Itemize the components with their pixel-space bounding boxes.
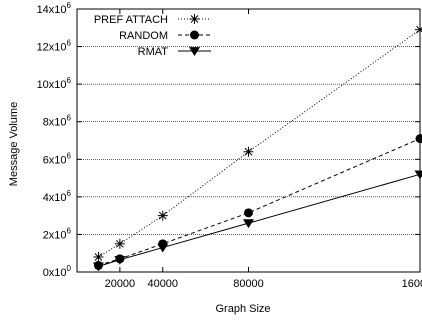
- data-point-pref-attach: [415, 24, 422, 35]
- data-point-rmat: [114, 255, 126, 265]
- y-axis-label: Message Volume: [8, 102, 20, 186]
- y-tick-label: 10x106: [37, 76, 72, 91]
- series-line-rmat: [98, 173, 421, 267]
- x-tick-label: 160000: [402, 278, 422, 290]
- data-point-pref-attach: [243, 146, 254, 157]
- y-tick-label: 14x106: [37, 1, 72, 16]
- legend-label-pref-attach: PREF ATTACH: [94, 14, 168, 26]
- plot-border: [76, 8, 421, 273]
- y-tick-label: 4x106: [43, 189, 72, 204]
- data-point-rmat: [157, 243, 169, 253]
- y-tick-label: 8x106: [43, 114, 72, 129]
- data-point-rmat: [92, 262, 104, 272]
- series-line-random: [98, 138, 421, 266]
- data-point-random: [244, 208, 253, 218]
- data-point-rmat: [414, 170, 422, 180]
- legend-marker-rmat: [189, 47, 200, 56]
- legend-marker-pref-attach: [189, 14, 200, 24]
- x-tick-label: 20000: [105, 278, 136, 290]
- legend: PREF ATTACH RANDOM RMAT: [94, 14, 211, 58]
- plot-frame: [76, 8, 421, 273]
- y-tick-label: 2x106: [43, 226, 72, 241]
- x-tick-label: 80000: [233, 278, 264, 290]
- data-point-pref-attach: [157, 210, 168, 221]
- data-point-pref-attach: [93, 251, 104, 262]
- grid-lines: [77, 46, 420, 235]
- x-axis-ticks: 20000 40000 80000 160000: [105, 9, 422, 290]
- legend-marker-random: [190, 30, 199, 40]
- x-axis-label: Graph Size: [215, 303, 270, 315]
- x-tick-label: 40000: [147, 278, 178, 290]
- y-axis-ticks: 0x100 2x106 4x106 6x106 8x106 10x106 12x106 14x…: [37, 1, 420, 279]
- legend-label-rmat: RMAT: [138, 46, 169, 58]
- data-series: [92, 24, 422, 272]
- y-tick-label: 0x100: [43, 264, 72, 279]
- data-point-pref-attach: [114, 238, 125, 249]
- data-point-rmat: [243, 219, 254, 229]
- legend-label-random: RANDOM: [119, 30, 168, 42]
- series-line-pref-attach: [98, 29, 421, 258]
- y-tick-label: 12x106: [37, 39, 72, 54]
- data-point-random: [415, 134, 422, 144]
- y-tick-label: 6x106: [43, 151, 72, 166]
